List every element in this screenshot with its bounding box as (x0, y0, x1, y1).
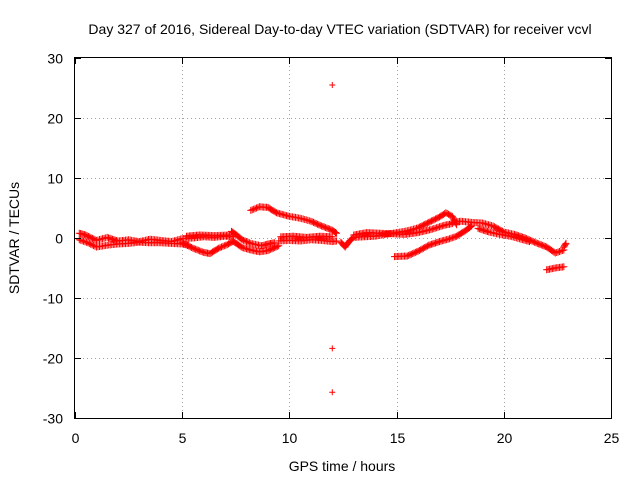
data-point (243, 238, 251, 246)
data-point (253, 204, 261, 212)
data-point (219, 242, 227, 250)
x-tick-label: 10 (282, 430, 298, 446)
data-point (218, 243, 226, 251)
x-tick-label: 0 (72, 430, 80, 446)
data-point (216, 244, 224, 252)
y-tick-label: -10 (43, 291, 63, 307)
data-point (526, 238, 534, 246)
data-point (561, 241, 569, 249)
chart-title: Day 327 of 2016, Sidereal Day-to-day VTE… (88, 21, 591, 37)
data-point (248, 206, 256, 214)
data-point (241, 237, 249, 245)
data-point (240, 236, 248, 244)
data-point (85, 240, 93, 247)
data-point (247, 206, 255, 214)
x-tick-label: 25 (604, 430, 620, 446)
outlier-point (329, 389, 336, 396)
data-point (251, 205, 259, 213)
data-point (250, 205, 258, 213)
data-point (220, 242, 228, 250)
data-point (84, 239, 92, 247)
data-series (75, 82, 570, 396)
y-tick-label: 30 (47, 51, 63, 67)
data-point (328, 233, 336, 241)
data-point (225, 231, 233, 239)
y-tick-label: 20 (47, 111, 63, 127)
plot-frame (74, 57, 612, 419)
data-point (333, 237, 341, 245)
data-point (273, 242, 281, 250)
x-axis-label: GPS time / hours (289, 458, 396, 474)
outlier-point (329, 82, 336, 88)
data-point (560, 263, 568, 271)
axis-ticks: 0 5 10 15 20 25 -30 -20 -10 0 10 20 30 (43, 51, 620, 447)
data-point (562, 239, 570, 247)
y-axis-label: SDTVAR / TECUs (6, 182, 22, 294)
outlier-point (329, 345, 336, 352)
data-point (245, 239, 253, 247)
data-point (87, 240, 95, 248)
data-point (333, 229, 341, 237)
data-point (90, 242, 98, 250)
data-point (215, 244, 223, 252)
y-tick-label: -20 (43, 351, 63, 367)
data-point (331, 228, 339, 236)
x-tick-label: 20 (497, 430, 513, 446)
data-point (88, 241, 96, 249)
y-tick-label: 10 (47, 171, 63, 187)
x-tick-label: 5 (179, 430, 187, 446)
y-tick-label: -30 (43, 411, 63, 427)
data-point (238, 236, 246, 244)
x-tick-label: 15 (390, 430, 406, 446)
y-tick-label: 0 (55, 231, 63, 247)
data-point (244, 238, 252, 246)
